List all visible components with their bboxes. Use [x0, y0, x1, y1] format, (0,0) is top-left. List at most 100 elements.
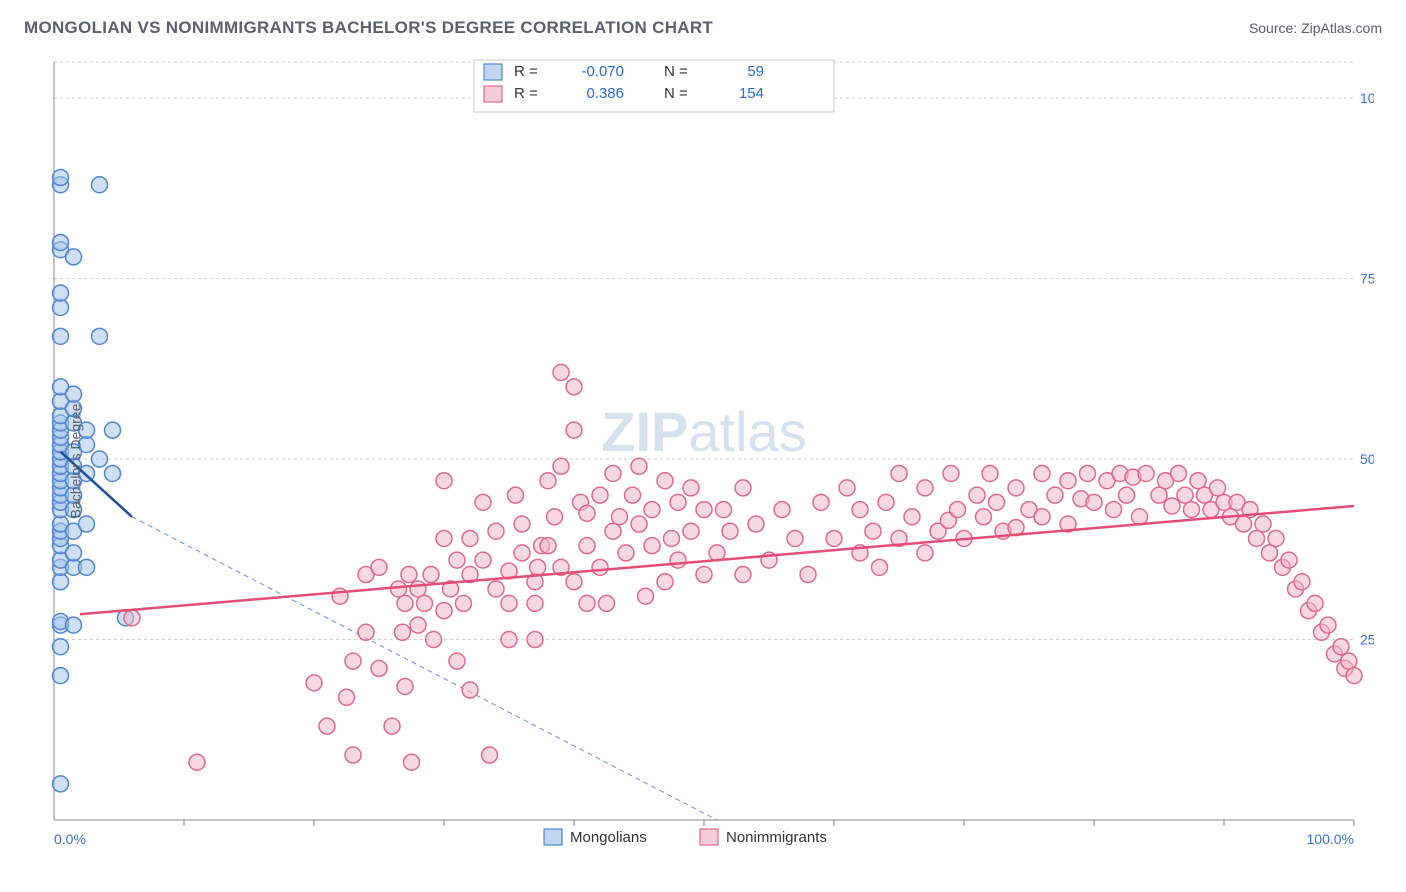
data-point	[53, 776, 69, 792]
data-point	[1138, 465, 1154, 481]
data-point	[1106, 502, 1122, 518]
data-point	[53, 170, 69, 186]
data-point	[488, 523, 504, 539]
series-legend: MongoliansNonimmigrants	[544, 829, 827, 846]
data-point	[1008, 480, 1024, 496]
data-point	[579, 538, 595, 554]
data-point	[878, 494, 894, 510]
data-point	[1047, 487, 1063, 503]
data-point	[53, 299, 69, 315]
data-point	[683, 523, 699, 539]
legend-n-value: 154	[739, 85, 764, 102]
legend-r-value: -0.070	[581, 63, 624, 80]
data-point	[92, 328, 108, 344]
data-point	[92, 177, 108, 193]
data-point	[462, 682, 478, 698]
data-point	[1210, 480, 1226, 496]
data-point	[1119, 487, 1135, 503]
x-tick-label-left: 0.0%	[54, 831, 86, 847]
data-point	[66, 617, 82, 633]
data-point	[417, 595, 433, 611]
data-point	[800, 567, 816, 583]
data-point	[53, 328, 69, 344]
y-tick-label: 75.0%	[1360, 271, 1374, 287]
data-point	[391, 581, 407, 597]
data-point	[872, 559, 888, 575]
data-point	[124, 610, 140, 626]
data-point	[1060, 473, 1076, 489]
data-point	[774, 502, 790, 518]
legend-swatch	[484, 64, 502, 80]
data-point	[426, 632, 442, 648]
data-point	[891, 465, 907, 481]
legend-n-label: N =	[664, 85, 688, 102]
data-point	[105, 465, 121, 481]
data-point	[449, 653, 465, 669]
data-point	[605, 465, 621, 481]
data-point	[1255, 516, 1271, 532]
data-point	[605, 523, 621, 539]
data-point	[66, 386, 82, 402]
legend-swatch	[700, 829, 718, 845]
data-point	[670, 552, 686, 568]
data-point	[547, 509, 563, 525]
source-link[interactable]: ZipAtlas.com	[1301, 20, 1382, 36]
y-axis-label: Bachelor's Degree	[67, 404, 83, 519]
legend-series-label: Nonimmigrants	[726, 829, 827, 846]
data-point	[969, 487, 985, 503]
data-point	[618, 545, 634, 561]
data-point	[530, 559, 546, 575]
data-point	[696, 567, 712, 583]
data-point	[950, 502, 966, 518]
y-tick-label: 50.0%	[1360, 451, 1374, 467]
data-point	[735, 567, 751, 583]
legend-r-value: 0.386	[586, 85, 624, 102]
data-point	[1034, 509, 1050, 525]
data-point	[397, 678, 413, 694]
data-point	[1262, 545, 1278, 561]
data-point	[53, 574, 69, 590]
data-point	[540, 538, 556, 554]
data-point	[631, 516, 647, 532]
data-point	[839, 480, 855, 496]
data-point	[644, 502, 660, 518]
data-point	[345, 747, 361, 763]
stats-legend: R =-0.070N =59R =0.386N =154	[474, 60, 834, 112]
data-point	[553, 458, 569, 474]
data-point	[66, 545, 82, 561]
data-point	[475, 552, 491, 568]
legend-swatch	[544, 829, 562, 845]
source-prefix: Source:	[1249, 20, 1301, 36]
data-point	[345, 653, 361, 669]
data-point	[456, 595, 472, 611]
data-point	[189, 754, 205, 770]
data-point	[436, 530, 452, 546]
data-point	[514, 516, 530, 532]
data-point	[976, 509, 992, 525]
data-point	[540, 473, 556, 489]
legend-r-label: R =	[514, 63, 538, 80]
data-point	[787, 530, 803, 546]
data-point	[1320, 617, 1336, 633]
data-point	[566, 574, 582, 590]
data-point	[397, 595, 413, 611]
data-point	[53, 234, 69, 250]
data-point	[449, 552, 465, 568]
data-point	[527, 595, 543, 611]
data-point	[358, 624, 374, 640]
data-point	[488, 581, 504, 597]
data-point	[631, 458, 647, 474]
legend-r-label: R =	[514, 85, 538, 102]
data-point	[566, 422, 582, 438]
data-point	[696, 502, 712, 518]
data-point	[670, 494, 686, 510]
data-point	[384, 718, 400, 734]
data-point	[917, 545, 933, 561]
data-point	[683, 480, 699, 496]
data-point	[79, 559, 95, 575]
data-point	[508, 487, 524, 503]
data-point	[404, 754, 420, 770]
data-point	[1190, 473, 1206, 489]
data-point	[423, 567, 439, 583]
data-point	[664, 530, 680, 546]
